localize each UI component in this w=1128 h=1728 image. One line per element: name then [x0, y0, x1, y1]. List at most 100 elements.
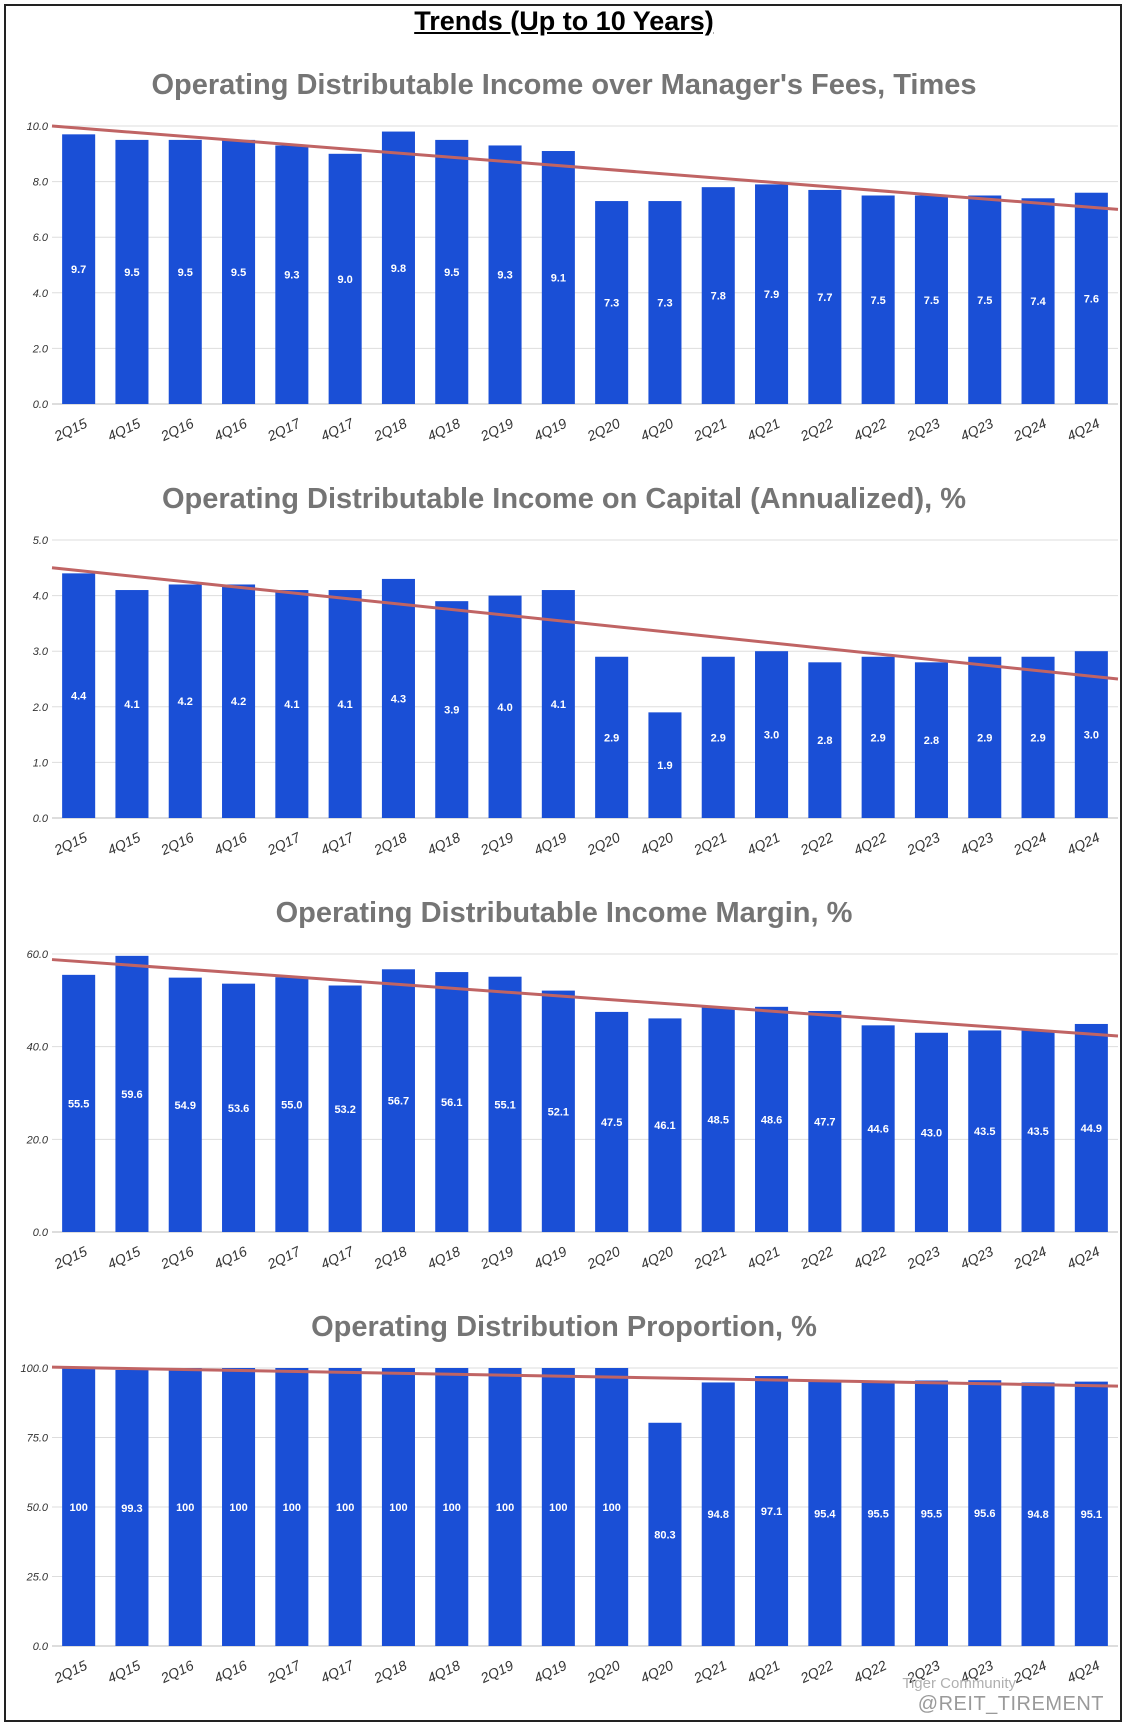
data-label: 9.3	[497, 270, 512, 282]
x-tick-label: 4Q24	[1064, 415, 1102, 444]
chart-title: Operating Distributable Income on Capita…	[162, 483, 966, 515]
data-label: 7.5	[977, 295, 992, 307]
x-tick-label: 2Q20	[584, 1657, 623, 1686]
data-label: 54.9	[175, 1100, 196, 1112]
bar	[1074, 192, 1108, 404]
data-label: 100	[283, 1502, 301, 1514]
data-label: 9.8	[391, 263, 406, 275]
x-tick-label: 2Q15	[51, 415, 90, 444]
bar	[648, 1422, 682, 1646]
y-tick-label: 100.0	[20, 1363, 48, 1375]
bar	[488, 1368, 522, 1646]
bar	[62, 974, 96, 1232]
data-label: 9.0	[338, 274, 353, 286]
bar	[222, 584, 256, 818]
x-tick-label: 4Q20	[638, 829, 676, 858]
data-label: 59.6	[121, 1089, 142, 1101]
y-tick-label: 6.0	[33, 232, 49, 244]
bar	[595, 201, 629, 404]
data-label: 7.4	[1030, 296, 1046, 308]
bar	[168, 977, 202, 1232]
bar	[861, 1025, 895, 1232]
chart-panel-manager-fees: Operating Distributable Income over Mana…	[0, 48, 1128, 463]
x-tick-label: 2Q17	[264, 1656, 304, 1686]
x-tick-label: 2Q19	[477, 415, 516, 444]
bar	[435, 1368, 469, 1646]
chart-distribution-proportion: Operating Distribution Proportion, %0.02…	[20, 1311, 1119, 1686]
data-label: 99.3	[121, 1503, 142, 1515]
data-label: 7.9	[764, 289, 779, 301]
bar	[755, 651, 789, 818]
x-tick-label: 2Q17	[264, 828, 304, 858]
bar	[968, 195, 1002, 404]
y-tick-label: 0.0	[33, 399, 49, 411]
x-tick-label: 2Q21	[690, 1657, 729, 1686]
data-label: 2.9	[1030, 732, 1045, 744]
bar	[968, 656, 1002, 818]
bar	[115, 139, 149, 404]
y-tick-label: 0.0	[33, 1227, 49, 1239]
x-tick-label: 4Q23	[958, 829, 996, 858]
data-label: 100	[443, 1502, 461, 1514]
x-tick-label: 2Q15	[51, 829, 90, 858]
bar	[968, 1380, 1002, 1646]
data-label: 94.8	[708, 1509, 729, 1521]
data-label: 4.1	[124, 699, 139, 711]
bar	[648, 201, 682, 404]
x-tick-label: 2Q24	[1010, 1243, 1049, 1272]
x-tick-label: 4Q22	[851, 415, 889, 444]
data-label: 47.7	[814, 1116, 835, 1128]
x-tick-label: 4Q15	[105, 829, 143, 858]
x-tick-label: 2Q17	[264, 1242, 304, 1272]
x-tick-label: 2Q22	[797, 829, 836, 858]
x-tick-label: 2Q15	[51, 1243, 90, 1272]
bar	[435, 601, 469, 818]
x-tick-label: 4Q17	[318, 828, 357, 857]
x-tick-label: 4Q18	[425, 1657, 463, 1686]
bar	[968, 1030, 1002, 1232]
chart-income-margin: Operating Distributable Income Margin, %…	[26, 897, 1119, 1272]
data-label: 94.8	[1027, 1509, 1048, 1521]
data-label: 56.7	[388, 1096, 409, 1108]
bar	[541, 590, 575, 818]
data-label: 100	[602, 1502, 620, 1514]
bar	[701, 1382, 735, 1646]
y-tick-label: 20.0	[26, 1134, 49, 1146]
bar	[1021, 656, 1055, 818]
x-tick-label: 4Q20	[638, 415, 676, 444]
x-tick-label: 2Q18	[371, 1657, 410, 1686]
bar	[222, 139, 256, 404]
bar	[1021, 1382, 1055, 1646]
bar	[275, 977, 309, 1232]
data-label: 43.5	[1027, 1126, 1048, 1138]
x-tick-label: 2Q20	[584, 1243, 623, 1272]
x-tick-label: 4Q18	[425, 829, 463, 858]
data-label: 2.8	[924, 735, 939, 747]
x-tick-label: 4Q16	[212, 1657, 250, 1686]
data-label: 95.4	[814, 1508, 836, 1520]
data-label: 9.5	[124, 267, 139, 279]
y-tick-label: 25.0	[26, 1572, 49, 1584]
data-label: 55.5	[68, 1098, 89, 1110]
bar	[861, 195, 895, 404]
data-label: 4.1	[284, 699, 299, 711]
bar	[222, 983, 256, 1232]
x-tick-label: 2Q20	[584, 415, 623, 444]
bar	[648, 1018, 682, 1232]
bar	[541, 990, 575, 1232]
x-tick-label: 2Q24	[1010, 415, 1049, 444]
y-tick-label: 0.0	[33, 813, 49, 825]
bar	[435, 972, 469, 1232]
bar	[1074, 1023, 1108, 1232]
trend-line	[51, 958, 1119, 1038]
x-tick-label: 4Q21	[745, 415, 783, 444]
x-tick-label: 4Q22	[851, 1243, 889, 1272]
data-label: 7.3	[604, 298, 619, 310]
y-tick-label: 2.0	[32, 343, 49, 355]
trend-line	[51, 566, 1119, 681]
bar	[595, 1011, 629, 1232]
watermark-handle: @REIT_TIREMENT	[917, 1693, 1104, 1715]
data-label: 100	[389, 1502, 407, 1514]
x-tick-label: 2Q21	[690, 415, 729, 444]
data-label: 48.6	[761, 1114, 782, 1126]
